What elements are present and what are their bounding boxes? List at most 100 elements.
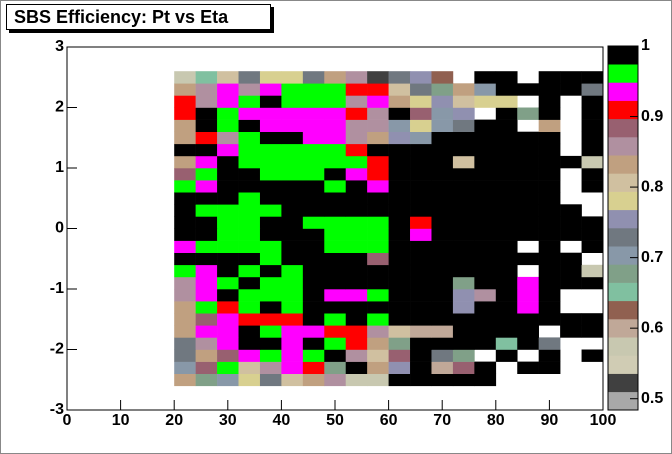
cell [495,337,518,350]
cell [174,155,196,169]
cell [345,276,368,290]
cell [431,325,454,338]
cell [560,204,582,217]
cell [281,71,304,84]
cell [195,204,218,217]
palette-box [608,337,638,356]
cell [410,95,432,108]
cell [495,240,518,253]
cell [345,131,368,145]
cell [410,228,432,241]
cell [538,155,561,169]
cell [345,252,368,266]
palette-box [608,373,638,393]
cell [302,240,325,253]
cell [281,131,304,145]
cell [517,216,539,229]
cell [281,192,304,205]
cell [388,228,411,241]
cell [388,131,411,145]
cell [495,264,518,278]
cell [560,83,582,96]
cell [367,361,389,374]
palette-box [608,246,638,265]
cell [281,95,304,108]
cell [345,289,368,302]
cell [174,71,196,84]
cell [302,216,325,229]
cell [410,252,432,266]
cell [388,155,411,169]
cell [345,143,368,157]
cell [538,83,561,96]
cell [367,71,389,84]
palette-box [608,191,638,211]
cell [517,131,539,145]
cell [474,131,497,145]
cell [495,276,518,290]
cell [302,301,325,314]
cell [538,180,561,193]
cell [410,349,432,362]
cell [195,276,218,290]
cell [195,301,218,314]
cell [431,289,454,302]
cell [560,252,582,266]
cell [431,95,454,108]
cell [217,361,239,374]
cell [217,264,239,278]
cell [452,325,475,338]
cell [281,119,304,132]
cell [388,216,411,229]
cell [217,143,239,157]
cell [367,252,389,266]
z-tick-label: 0.5 [641,390,663,407]
cell [538,313,561,326]
cell [302,325,325,338]
cell [538,361,561,374]
cell [238,301,261,314]
cell [324,216,347,229]
cell [324,252,347,266]
cell [474,204,497,217]
cell [217,325,239,338]
cell [324,192,347,205]
cell [281,276,304,290]
cell [259,264,282,278]
cell [474,373,497,387]
cell [495,204,518,217]
cell [195,325,218,338]
cell [517,337,539,350]
cell [538,349,561,362]
cell [174,349,196,362]
cell [259,289,282,302]
cell [431,301,454,314]
cell [281,83,304,96]
cell [495,131,518,145]
cell [174,95,196,108]
cell [302,349,325,362]
cell [324,289,347,302]
cell [367,192,389,205]
cell [302,289,325,302]
cell [560,71,582,84]
cell [410,216,432,229]
cell [431,155,454,169]
cell [560,155,582,169]
cell [452,361,475,374]
cell [367,107,389,120]
cell [174,107,196,120]
y-tick-label: 3 [55,38,64,55]
cell [452,289,475,302]
cell [281,107,304,120]
cell [452,204,475,217]
cell [324,373,347,387]
title-box [6,4,271,30]
cell [259,168,282,181]
cell [238,228,261,241]
cell [302,95,325,108]
cell [345,95,368,108]
cell [345,216,368,229]
cell [367,264,389,278]
x-tick-label: 20 [165,412,183,429]
